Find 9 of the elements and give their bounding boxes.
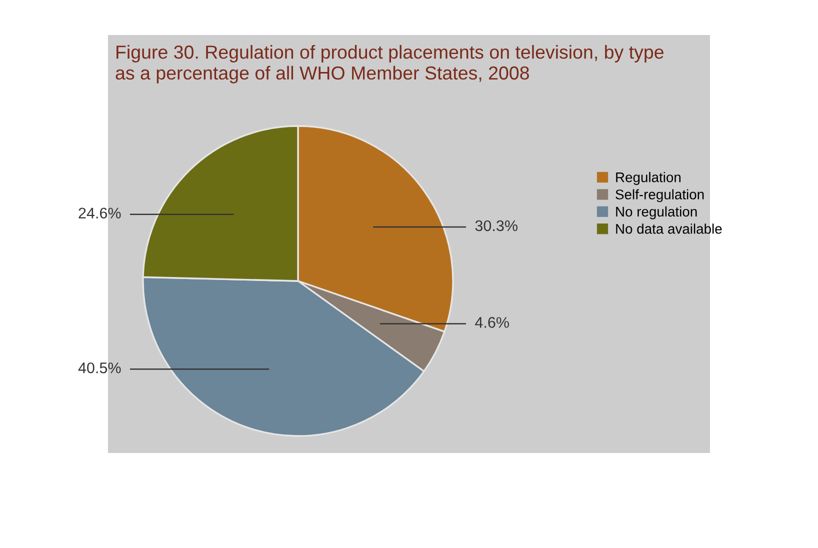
legend-label: No regulation	[616, 206, 697, 220]
legend-label: Self-regulation	[616, 189, 704, 202]
chart-title: Figure 30. Regulation of product placements on television, by type as a percentage of all WHO Member States, 2008	[116, 45, 664, 84]
legend-label: No data available	[616, 224, 722, 234]
data-label: 24.6%	[78, 208, 121, 219]
data-label: 4.6%	[475, 317, 509, 328]
legend-label: Regulation	[616, 172, 681, 185]
data-label: 30.3%	[475, 220, 518, 232]
data-label: 40.5%	[78, 362, 121, 374]
